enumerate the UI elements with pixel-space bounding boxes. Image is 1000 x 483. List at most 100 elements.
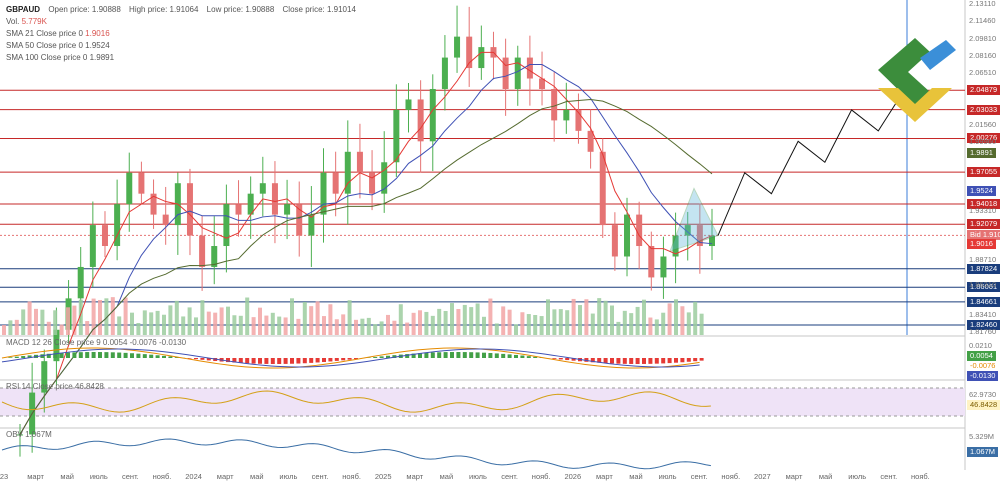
macd-bar <box>674 358 678 363</box>
macd-bar <box>200 358 205 360</box>
obv-title: OBV 1.067M <box>6 430 52 439</box>
obv-tag: 1.067M <box>967 447 999 457</box>
volume-bar <box>123 297 128 335</box>
volume-bar <box>283 317 288 335</box>
macd-bar <box>72 352 77 358</box>
candle-body <box>247 193 254 215</box>
volume-bar <box>469 307 474 335</box>
macd-bar <box>603 358 608 364</box>
volume-bar <box>661 312 666 335</box>
macd-bar <box>392 355 397 358</box>
candle-body <box>417 99 424 142</box>
volume-bar <box>347 300 352 335</box>
volume-bar <box>302 302 307 335</box>
time-axis-label: март <box>216 472 234 481</box>
macd-bar <box>354 358 358 360</box>
volume-bar <box>309 306 314 335</box>
candle-body <box>296 204 303 236</box>
volume-bar <box>571 298 576 335</box>
projection-path <box>717 88 906 236</box>
volume-bar <box>411 312 416 335</box>
macd-bar <box>270 358 275 364</box>
candle-body <box>454 36 461 58</box>
volume-bar <box>360 318 365 335</box>
rsi-band <box>0 388 965 416</box>
macd-bar <box>264 358 269 364</box>
volume-bar <box>238 315 243 335</box>
volume-bar <box>34 308 38 335</box>
volume-bar <box>334 319 339 335</box>
rsi-line <box>1 390 711 413</box>
candle-body <box>150 193 157 215</box>
macd-bar <box>14 356 19 358</box>
macd-bar <box>91 352 96 358</box>
macd-bar <box>456 352 461 358</box>
time-axis-label: 2026 <box>564 472 582 481</box>
macd-bar <box>232 358 237 363</box>
sma50-line <box>19 64 713 435</box>
macd-bar <box>238 358 243 363</box>
macd-bar <box>123 352 128 358</box>
macd-bar <box>654 358 659 364</box>
candle-body <box>502 57 509 89</box>
volume-bar <box>654 319 659 335</box>
volume-bar <box>85 321 90 335</box>
volume-bar <box>251 317 256 335</box>
volume-bar <box>642 299 646 335</box>
price-tag: 1.9016 <box>967 239 996 250</box>
macd-bar <box>194 358 198 360</box>
time-axis-label: май <box>629 472 643 481</box>
time-axis-label: июль <box>89 472 108 481</box>
macd-bar <box>680 358 685 363</box>
volume-bar <box>533 315 538 335</box>
macd-bar <box>533 356 538 358</box>
macd-bar <box>226 358 230 363</box>
macd-bar <box>155 355 160 358</box>
volume-bar <box>98 299 102 335</box>
volume-bar <box>539 316 544 335</box>
candle-body <box>101 225 108 247</box>
candle-body <box>17 434 23 436</box>
high-price: High price: 1.91064 <box>129 5 199 14</box>
volume-bar <box>635 306 640 335</box>
volume-bar <box>578 305 582 335</box>
volume-bar <box>622 310 627 335</box>
macd-bar <box>8 357 13 358</box>
volume-bar <box>27 301 32 335</box>
macd-bar <box>642 358 646 364</box>
candle-body <box>624 214 631 257</box>
macd-bar <box>520 355 525 358</box>
volume-bar <box>366 317 371 335</box>
macd-bar <box>437 352 442 358</box>
volume-bar <box>418 310 422 335</box>
time-axis-label: сент. <box>501 472 518 481</box>
candle-body <box>320 172 327 215</box>
volume-bar <box>354 319 358 335</box>
time-axis-label: июль <box>658 472 677 481</box>
volume-bar <box>507 309 512 335</box>
volume-bar <box>315 301 320 335</box>
sma21-line <box>19 51 713 435</box>
macd-tag-1: 0.0054 <box>967 351 996 361</box>
low-price: Low price: 1.90888 <box>206 5 275 14</box>
volume-bar <box>174 300 179 335</box>
macd-bar <box>667 358 672 364</box>
volume-bar <box>130 312 134 335</box>
volume-bar <box>142 310 147 335</box>
volume-bar <box>462 304 467 335</box>
candle-body <box>393 109 400 163</box>
volume-bar <box>91 298 96 335</box>
candle-body <box>672 235 679 257</box>
volume-bar <box>296 318 301 335</box>
macd-bar <box>59 352 64 358</box>
candle-body <box>53 329 60 362</box>
volume-bar <box>565 310 570 335</box>
time-axis-label: март <box>785 472 803 481</box>
sma50-value: 1.9524 <box>85 41 110 50</box>
time-axis-label: нояб. <box>911 472 930 481</box>
price-tag: 1.87824 <box>967 263 1000 274</box>
macd-bar <box>110 352 115 358</box>
candle-body <box>381 162 388 194</box>
sma21-label: SMA 21 Close price 0 <box>6 29 83 38</box>
